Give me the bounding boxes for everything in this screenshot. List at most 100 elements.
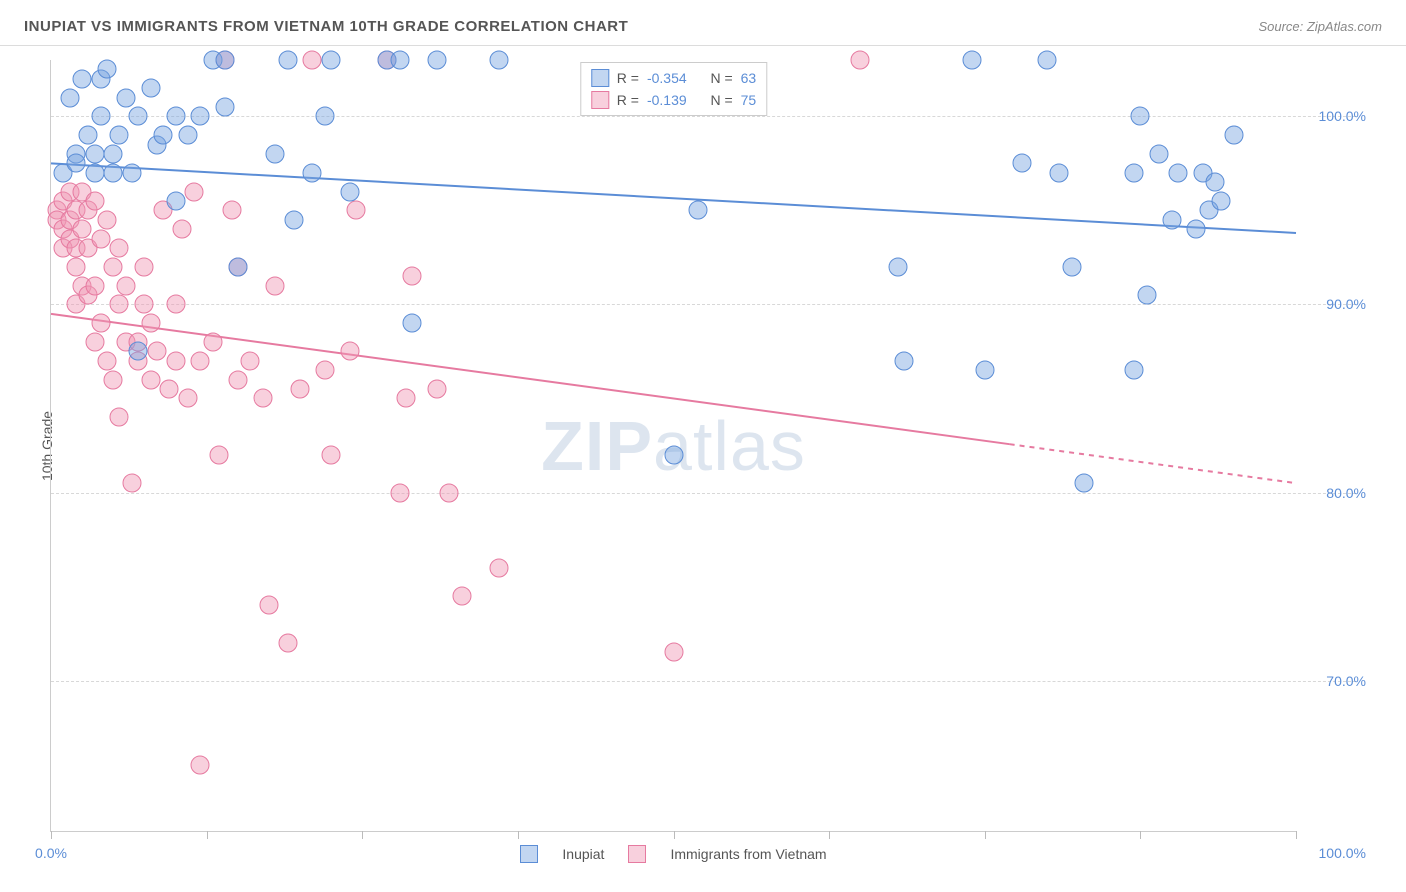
scatter-point [191,107,210,126]
scatter-point [178,126,197,145]
scatter-point [98,60,117,79]
scatter-point [315,107,334,126]
scatter-point [73,69,92,88]
scatter-point [266,145,285,164]
scatter-point [266,276,285,295]
scatter-point [975,361,994,380]
scatter-point [390,483,409,502]
scatter-point [1206,173,1225,192]
scatter-point [110,408,129,427]
x-tick [518,831,519,839]
scatter-point [241,351,260,370]
scatter-point [210,445,229,464]
legend-stats: R = -0.354 N = 63 R = -0.139 N = 75 [580,62,767,116]
gridline [51,116,1356,117]
scatter-point [851,51,870,70]
scatter-point [396,389,415,408]
scatter-point [116,88,135,107]
scatter-point [452,586,471,605]
scatter-point [1075,474,1094,493]
scatter-point [191,756,210,775]
scatter-point [154,126,173,145]
scatter-point [91,229,110,248]
scatter-point [135,257,154,276]
scatter-point [73,220,92,239]
x-tick-label-left: 0.0% [35,845,67,861]
scatter-point [110,239,129,258]
scatter-point [403,314,422,333]
scatter-point [85,276,104,295]
scatter-point [440,483,459,502]
scatter-point [340,342,359,361]
gridline [51,493,1356,494]
scatter-point [291,380,310,399]
scatter-point [66,257,85,276]
scatter-point [166,295,185,314]
scatter-point [278,633,297,652]
y-tick-label: 90.0% [1306,296,1366,312]
scatter-point [284,210,303,229]
legend-label-b: Immigrants from Vietnam [670,846,826,862]
scatter-point [963,51,982,70]
legend-swatch-b-bottom [628,845,646,863]
scatter-point [160,380,179,399]
scatter-point [427,380,446,399]
scatter-point [664,643,683,662]
x-tick-label-right: 100.0% [1319,845,1366,861]
x-tick [674,831,675,839]
scatter-point [1131,107,1150,126]
scatter-point [147,342,166,361]
legend-swatch-a [591,69,609,87]
x-tick [207,831,208,839]
scatter-point [228,370,247,389]
x-tick [1140,831,1141,839]
scatter-point [135,295,154,314]
scatter-point [490,51,509,70]
scatter-point [303,51,322,70]
scatter-point [259,596,278,615]
scatter-point [141,314,160,333]
scatter-point [216,51,235,70]
y-tick-label: 70.0% [1306,673,1366,689]
scatter-point [129,107,148,126]
x-tick [829,831,830,839]
scatter-point [172,220,191,239]
scatter-point [1125,361,1144,380]
scatter-point [315,361,334,380]
scatter-point [122,474,141,493]
scatter-point [104,257,123,276]
scatter-point [166,107,185,126]
scatter-point [166,351,185,370]
scatter-point [278,51,297,70]
scatter-point [104,145,123,164]
gridline [51,681,1356,682]
scatter-point [1125,163,1144,182]
scatter-point [1162,210,1181,229]
plot-area: ZIPatlas R = -0.354 N = 63 R = -0.139 N … [50,60,1296,832]
scatter-point [403,267,422,286]
scatter-point [490,558,509,577]
scatter-point [185,182,204,201]
scatter-point [79,126,98,145]
scatter-point [85,192,104,211]
scatter-point [129,342,148,361]
scatter-point [85,333,104,352]
scatter-point [1038,51,1057,70]
scatter-point [178,389,197,408]
source-label: Source: ZipAtlas.com [1258,19,1382,34]
gridline [51,304,1356,305]
scatter-point [104,163,123,182]
scatter-point [888,257,907,276]
legend-label-a: Inupiat [562,846,604,862]
scatter-point [98,210,117,229]
scatter-point [1050,163,1069,182]
scatter-point [322,51,341,70]
scatter-point [689,201,708,220]
legend-swatch-a-bottom [520,845,538,863]
y-tick-label: 100.0% [1306,108,1366,124]
scatter-point [1212,192,1231,211]
chart-title: INUPIAT VS IMMIGRANTS FROM VIETNAM 10TH … [24,18,628,35]
scatter-point [1137,286,1156,305]
x-tick [985,831,986,839]
scatter-point [664,445,683,464]
